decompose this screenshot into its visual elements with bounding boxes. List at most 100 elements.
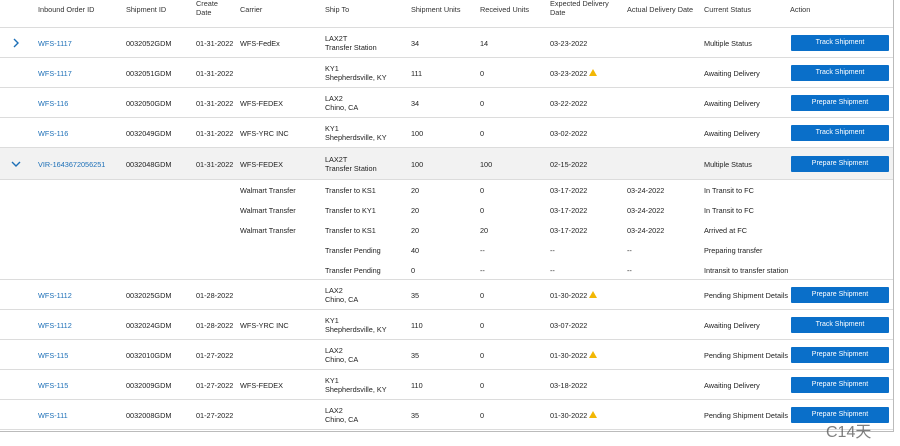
- create-date: 01-27-2022: [196, 380, 234, 390]
- ship-to: Chino, CA: [325, 355, 359, 364]
- expander[interactable]: [11, 159, 21, 169]
- column-header: Create Date: [196, 0, 218, 17]
- column-header: Actual Delivery Date: [627, 5, 694, 14]
- sub-received: 20: [480, 225, 489, 235]
- ship-to: Shepherdsville, KY: [325, 385, 387, 394]
- sub-carrier: Walmart Transfer: [240, 185, 296, 195]
- ship-to: Shepherdsville, KY: [325, 73, 387, 82]
- received: 0: [480, 290, 485, 300]
- units: 35: [411, 350, 420, 360]
- table-row: [0, 340, 893, 370]
- sub-received: 0: [480, 205, 485, 215]
- sub-units: 40: [411, 245, 420, 255]
- action-button[interactable]: Prepare Shipment: [791, 407, 889, 423]
- warning-icon: [589, 291, 597, 298]
- action-button[interactable]: Track Shipment: [791, 317, 889, 333]
- sub-ship-to: Transfer Pending: [325, 265, 381, 275]
- status: Pending Shipment Details: [704, 410, 788, 420]
- sub-units: 0: [411, 265, 416, 275]
- status: Awaiting Delivery: [704, 380, 760, 390]
- id[interactable]: WFS-1112: [38, 290, 72, 300]
- sub-actual: 03-24-2022: [627, 225, 665, 235]
- sub-units: 20: [411, 185, 420, 195]
- table-row: [0, 370, 893, 400]
- expected: 01-30-2022: [550, 290, 588, 300]
- column-header: Expected Delivery Date: [550, 0, 609, 17]
- received: 0: [480, 350, 485, 360]
- action-button[interactable]: Track Shipment: [791, 125, 889, 141]
- create-date: 01-27-2022: [196, 350, 234, 360]
- id[interactable]: WFS-111: [38, 410, 68, 420]
- shipment-id: 0032050GDM: [126, 98, 172, 108]
- id[interactable]: WFS-116: [38, 128, 69, 138]
- expected: 03-02-2022: [550, 128, 588, 138]
- carrier: WFS-FEDEX: [240, 98, 283, 108]
- column-header: Ship To: [325, 5, 350, 14]
- id[interactable]: WFS-1117: [38, 68, 72, 78]
- carrier: WFS-YRC INC: [240, 128, 289, 138]
- shipment-id: 0032024GDM: [126, 320, 172, 330]
- ship-to: Chino, CA: [325, 415, 359, 424]
- divider: [0, 279, 893, 280]
- action-button[interactable]: Prepare Shipment: [791, 156, 889, 172]
- column-header: Action: [790, 5, 811, 14]
- id[interactable]: WFS-1112: [38, 320, 72, 330]
- sub-ship-to: Transfer to KS1: [325, 185, 376, 195]
- id[interactable]: WFS-115: [38, 350, 69, 360]
- id[interactable]: WFS-116: [38, 98, 69, 108]
- sub-actual: 03-24-2022: [627, 185, 665, 195]
- sub-expected: 03-17-2022: [550, 205, 588, 215]
- create-date: 01-31-2022: [196, 128, 234, 138]
- sub-received: --: [480, 265, 485, 275]
- ship-to: Transfer Station: [325, 43, 377, 52]
- action-button[interactable]: Track Shipment: [791, 65, 889, 81]
- shipment-id: 0032025GDM: [126, 290, 172, 300]
- units: 100: [411, 159, 424, 169]
- expected: 03-18-2022: [550, 380, 588, 390]
- shipment-id: 0032009GDM: [126, 380, 172, 390]
- carrier: WFS-FedEx: [240, 38, 280, 48]
- warning-icon: [589, 69, 597, 76]
- received: 0: [480, 128, 485, 138]
- sub-ship-to: Transfer Pending: [325, 245, 381, 255]
- table: Inbound Order ID Shipment ID Create Date Ca…: [0, 0, 894, 432]
- sub-units: 20: [411, 225, 420, 235]
- expected: 01-30-2022: [550, 350, 588, 360]
- ship-to: LAX2T: [325, 34, 348, 43]
- carrier: WFS-FEDEX: [240, 159, 283, 169]
- table-row: [0, 148, 893, 180]
- shipment-id: 0032049GDM: [126, 128, 172, 138]
- status: Pending Shipment Details: [704, 350, 788, 360]
- sub-expected: 03-17-2022: [550, 225, 588, 235]
- action-button[interactable]: Prepare Shipment: [791, 347, 889, 363]
- ship-to: LAX2T: [325, 155, 348, 164]
- id[interactable]: WFS-1117: [38, 38, 72, 48]
- id[interactable]: WFS-115: [38, 380, 69, 390]
- sub-carrier: Walmart Transfer: [240, 225, 296, 235]
- warning-icon: [589, 351, 597, 358]
- action-button[interactable]: Prepare Shipment: [791, 287, 889, 303]
- received: 0: [480, 320, 485, 330]
- action-button[interactable]: Prepare Shipment: [791, 95, 889, 111]
- create-date: 01-27-2022: [196, 410, 234, 420]
- ship-to: Transfer Station: [325, 164, 377, 173]
- id[interactable]: VIR-1643672056251: [38, 159, 106, 169]
- sub-expected: 03-17-2022: [550, 185, 588, 195]
- column-header: Shipment ID: [126, 5, 167, 14]
- table-row: [0, 310, 893, 340]
- action-button[interactable]: Track Shipment: [791, 35, 889, 51]
- warning-icon: [589, 411, 597, 418]
- watermark: C14天: [826, 424, 872, 441]
- units: 34: [411, 38, 420, 48]
- status: Multiple Status: [704, 38, 752, 48]
- shipment-id: 0032052GDM: [126, 38, 172, 48]
- sub-expected: --: [550, 245, 555, 255]
- ship-to: Shepherdsville, KY: [325, 133, 387, 142]
- action-button[interactable]: Prepare Shipment: [791, 377, 889, 393]
- status: Multiple Status: [704, 159, 752, 169]
- expander[interactable]: [11, 38, 21, 48]
- units: 111: [411, 68, 423, 78]
- ship-to: LAX2: [325, 406, 343, 415]
- sub-carrier: Walmart Transfer: [240, 205, 296, 215]
